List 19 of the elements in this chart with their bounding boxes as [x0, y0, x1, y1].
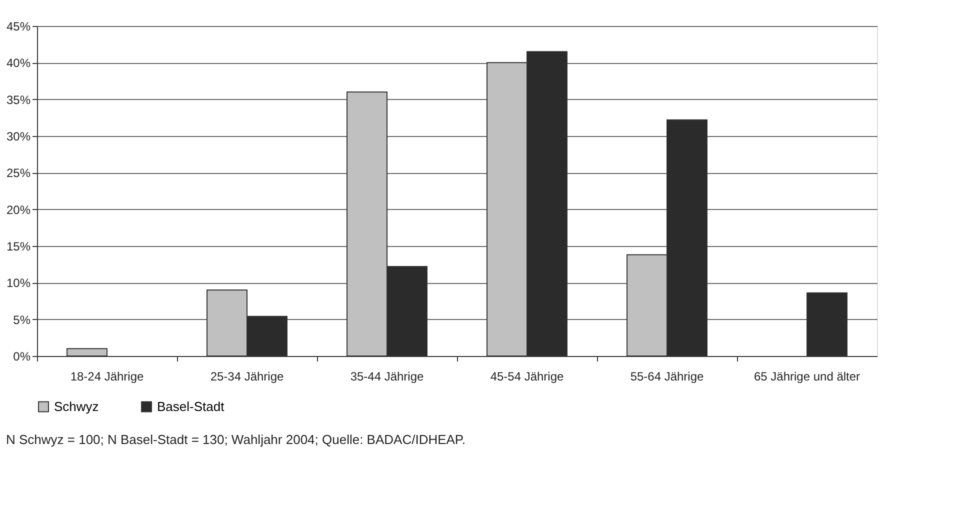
y-tick-label: 20% [6, 202, 31, 217]
x-tick-label: 55-64 Jährige [630, 370, 704, 384]
y-tick-label: 10% [6, 276, 31, 290]
y-tick-label: 0% [13, 350, 31, 364]
text: N Schwyz = 100; N Basel-Stadt = 130; Wahljahr 2004; Quelle: BADAC/IDHEAP. [6, 432, 466, 447]
x-tick-label: 25-34 Jährige [210, 370, 284, 384]
legend-label: Schwyz [54, 398, 99, 414]
x-tick-label: 18-24 Jährige [70, 370, 144, 384]
x-tick-label: 35-44 Jährige [350, 370, 424, 384]
y-tick-label: 40% [6, 56, 31, 70]
x-tick-label: 65 Jährige und älter [754, 370, 860, 384]
y-tick-label: 30% [6, 130, 31, 144]
legend-label: Basel-Stadt [157, 398, 225, 414]
y-tick-label: 15% [6, 240, 31, 254]
y-tick-label: 45% [6, 20, 31, 34]
x-tick-label: 45-54 Jährige [490, 370, 564, 384]
y-tick-label: 5% [13, 312, 31, 327]
y-tick-label: 35% [6, 92, 31, 107]
y-tick-label: 25% [6, 166, 31, 180]
